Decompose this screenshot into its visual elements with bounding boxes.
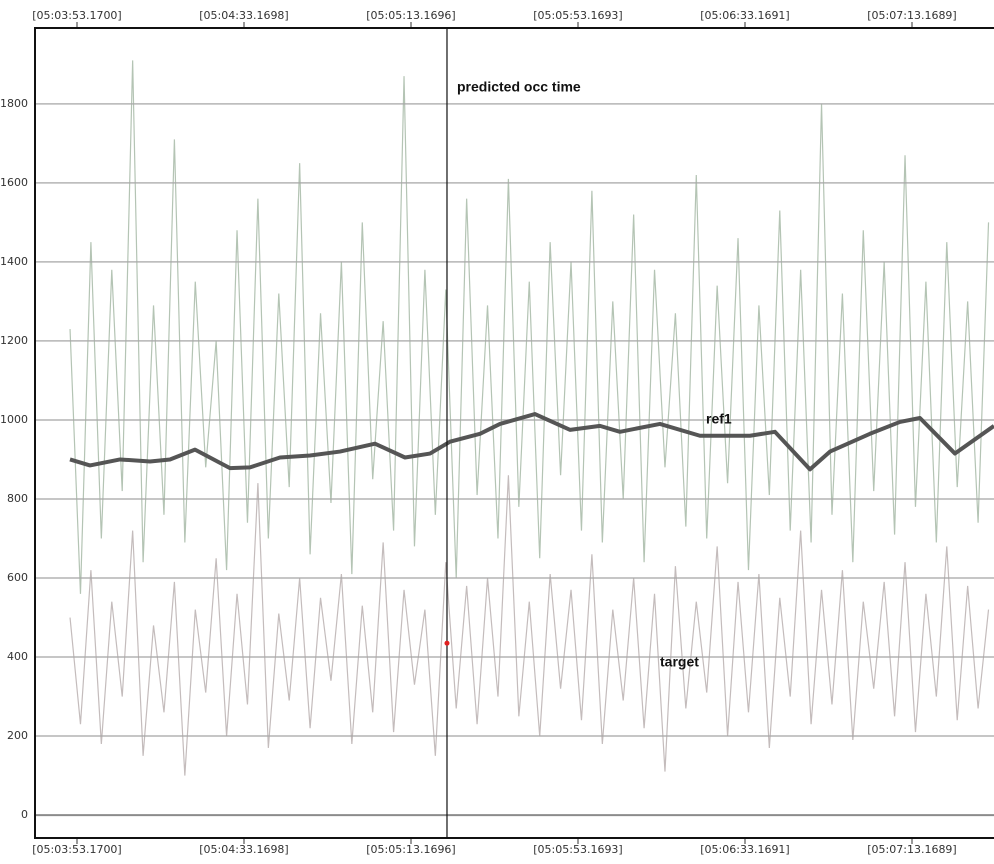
x-tick-label: [05:05:13.1696] [366, 843, 455, 856]
x-tick-label: [05:06:33.1691] [700, 843, 789, 856]
x-tick-label: [05:04:33.1698] [199, 9, 288, 22]
y-tick-label: 400 [7, 650, 28, 663]
y-tick-label: 0 [21, 808, 28, 821]
x-tick-label: [05:03:53.1700] [32, 9, 121, 22]
raw-series [69, 60, 990, 594]
raw-series [69, 475, 990, 776]
y-tick-label: 1400 [0, 255, 28, 268]
predicted-point [444, 640, 450, 646]
y-tick-label: 1600 [0, 176, 28, 189]
y-tick-label: 1000 [0, 413, 28, 426]
x-tick-label: [05:05:53.1693] [533, 843, 622, 856]
x-tick-label: [05:07:13.1689] [867, 843, 956, 856]
x-tick-label: [05:04:33.1698] [199, 843, 288, 856]
y-tick-label: 800 [7, 492, 28, 505]
x-tick-label: [05:07:13.1689] [867, 9, 956, 22]
y-tick-label: 200 [7, 729, 28, 742]
series-annotation: target [660, 654, 699, 670]
y-tick-label: 1200 [0, 334, 28, 347]
trend-line [69, 412, 994, 472]
plot-frame [34, 27, 994, 839]
y-tick-label: 600 [7, 571, 28, 584]
series-annotation: ref1 [706, 411, 732, 427]
y-tick-label: 1800 [0, 97, 28, 110]
x-tick-label: [05:03:53.1700] [32, 843, 121, 856]
marker-label: predicted occ time [457, 79, 581, 95]
x-tick-label: [05:05:53.1693] [533, 9, 622, 22]
x-tick-label: [05:05:13.1696] [366, 9, 455, 22]
x-tick-label: [05:06:33.1691] [700, 9, 789, 22]
